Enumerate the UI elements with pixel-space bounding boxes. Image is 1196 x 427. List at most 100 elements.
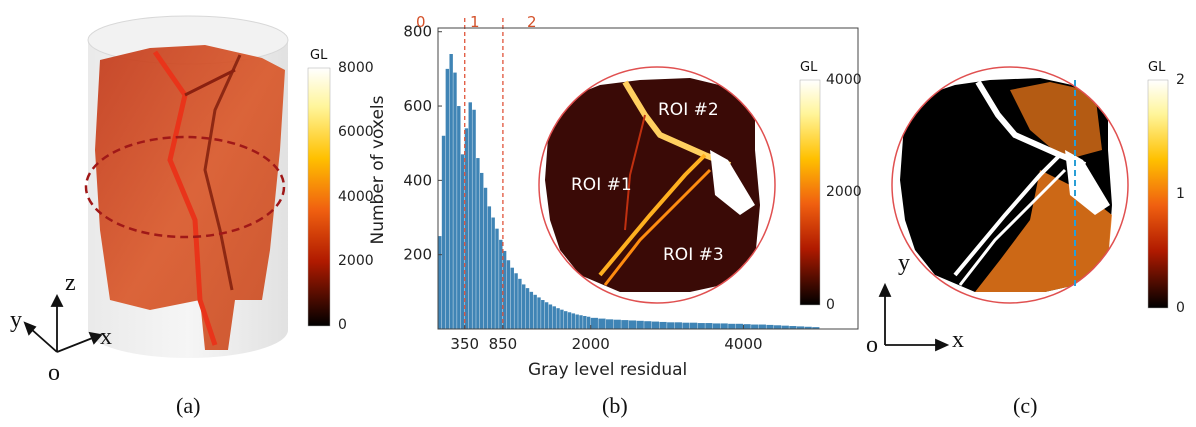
histogram-bar [712,323,721,329]
histogram-bar [491,217,495,329]
histogram-bar [510,267,514,329]
histogram-bar [438,236,442,329]
histogram-bar [651,321,660,329]
y-tick-label: 800 [403,23,432,41]
inset-colorbar-title: GL [800,60,818,75]
colorbar-tick: 8000 [338,60,374,76]
histogram-bar [483,187,488,329]
histogram-bar [621,320,629,329]
fracture-sheet [95,45,285,350]
inset-crack-3 [603,168,712,286]
x-axis-label: Gray level residual [528,360,688,380]
volume-rendering [23,15,331,358]
x-tick-label: 350 [450,335,479,353]
histogram-bar [781,325,789,329]
histogram-bar [789,326,797,329]
panel-b: 200 400 600 800 350 850 2000 4000 0 1 2 Number … [360,0,880,427]
panel-a: GL 8000 6000 4000 2000 0 z y x o (a) [0,0,374,427]
histogram-bar [518,278,522,329]
slice-c-orange-upper [1010,82,1102,160]
axes-triad-a [23,293,103,353]
histogram-bar [564,311,568,329]
panel-c: GL 2 1 0 y x o (c) [866,0,1196,427]
histogram-bar [586,316,591,329]
histogram-bar [460,154,465,329]
histogram-bar [506,260,511,329]
histogram-bar [560,309,564,329]
histogram-bar [548,304,553,329]
histogram-bar [758,324,766,329]
colorbar-c-tick: 0 [1176,300,1185,316]
inset-colorbar-tick: 4000 [826,72,862,88]
histogram-bar [556,308,560,329]
y-axis-label: Number of voxels [368,95,388,245]
histogram-bar [598,318,606,329]
slice-c-crack-2 [953,153,1062,277]
histogram-bar [743,324,751,329]
inset-crack-4 [624,114,646,231]
colorbar-title: GL [310,48,328,63]
histogram-bar [613,319,621,329]
slice-c-crack-3 [958,168,1067,286]
colorbar-tick: 4000 [338,189,374,205]
inset-colorbar-tick: 0 [826,297,835,313]
inset-slice-body [545,78,760,292]
histogram-bar [628,320,637,329]
histogram-bar [541,300,545,329]
histogram-bar [537,297,541,329]
region-label-1: 1 [470,13,480,31]
slice-c-outline [891,66,1129,304]
histogram-bar [583,315,587,329]
y-tick-label: 400 [403,171,432,189]
histogram-bar [796,326,805,329]
colorbar-c-title: GL [1148,60,1166,75]
histogram-bar [774,325,782,329]
inset-notch [710,150,755,215]
histogram-bar [445,68,450,330]
histogram-bar [552,306,556,329]
inset-colorbar-tick: 2000 [826,184,862,200]
histogram-bar [529,291,534,329]
histogram-bar [690,322,698,329]
histogram-bar [812,327,820,329]
histogram-bar [544,302,549,329]
region-label-0: 0 [416,13,426,31]
histogram-bar [697,323,705,329]
histogram-bar [502,250,507,329]
x-tick-label: 4000 [724,335,762,353]
histogram-bar [525,288,530,329]
histogram-bar [453,72,457,329]
histogram-bar [441,135,446,329]
histogram-bar [495,228,499,329]
histogram-bar [457,106,461,329]
plot-frame [437,27,859,330]
histogram-bar [472,109,476,330]
histogram-bar [533,294,537,329]
histogram-bar [514,273,518,329]
inset-slice [545,78,760,292]
x-tick-label: 2000 [572,335,610,353]
axis-label-y: y [10,307,22,333]
axis-label-z: z [65,270,76,296]
axis-c-origin: o [866,332,878,358]
histogram-bar [606,319,614,329]
histogram-bar [728,323,736,329]
histogram-bar [766,324,774,329]
roi-label-3: ROI #3 [663,245,724,265]
x-tick-label: 850 [489,335,518,353]
y-tick-label: 200 [403,246,432,264]
histogram-bar [682,322,690,329]
fracture-crack-2 [203,54,242,291]
colorbar-c [1147,79,1169,309]
colorbar-tick: 2000 [338,253,374,269]
histogram-bar [522,284,526,329]
axis-c-y: y [898,250,910,276]
histogram-bar [575,314,579,329]
caption-c: (c) [1013,393,1038,418]
axis-c-x: x [952,327,964,353]
colorbar-c-tick: 2 [1176,72,1185,88]
roi-label-1: ROI #1 [571,175,632,195]
colorbar-tick: 0 [338,317,347,333]
axis-label-origin: o [48,360,60,386]
histogram-bar [571,313,576,329]
